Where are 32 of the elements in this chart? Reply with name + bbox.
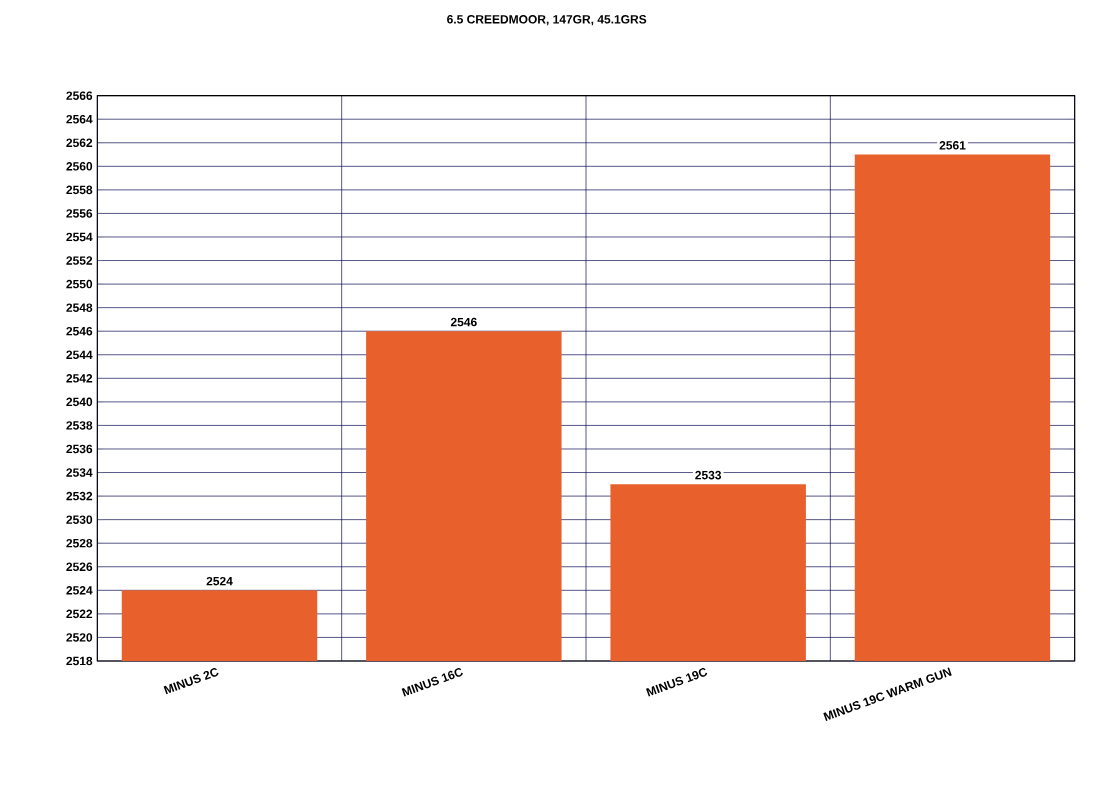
y-tick-label: 2548 — [66, 303, 93, 312]
data-label: 2546 — [450, 317, 477, 327]
y-tick-label: 2522 — [66, 609, 93, 619]
y-tick-label: 2534 — [66, 468, 93, 477]
y-tick-label: 2562 — [66, 138, 93, 148]
data-label: 2524 — [206, 576, 233, 586]
y-tick-label: 2558 — [66, 185, 93, 195]
y-tick-label: 2530 — [66, 515, 93, 524]
y-tick-label: 2538 — [66, 421, 93, 430]
y-tick-label: 2520 — [66, 633, 93, 642]
data-label: 2561 — [939, 141, 966, 150]
y-tick-label: 2552 — [66, 256, 93, 265]
x-tick-label: MINUS 2C — [163, 668, 219, 695]
data-label: 2533 — [695, 470, 722, 480]
y-tick-label: 2560 — [66, 162, 93, 171]
y-tick-label: 2556 — [66, 209, 93, 218]
y-tick-label: 2542 — [66, 374, 93, 383]
y-tick-label: 2554 — [66, 232, 93, 242]
y-tick-label: 2532 — [66, 491, 93, 501]
y-tick-label: 2536 — [66, 444, 93, 454]
y-tick-label: 2544 — [66, 350, 93, 360]
x-tick-label: MINUS 19C WARM GUN — [823, 667, 952, 721]
y-tick-label: 2564 — [66, 114, 93, 124]
chart-title: 6.5 CREEDMOOR, 147GR, 45.1GRS — [447, 15, 647, 26]
y-tick-label: 2546 — [66, 326, 93, 336]
y-tick-label: 2540 — [66, 397, 93, 407]
y-tick-label: 2518 — [66, 656, 93, 666]
y-tick-label: 2566 — [66, 91, 93, 100]
y-tick-label: 2550 — [66, 279, 93, 289]
y-tick-label: 2528 — [66, 538, 93, 548]
y-tick-label: 2524 — [66, 586, 93, 595]
y-tick-label: 2526 — [66, 562, 93, 572]
